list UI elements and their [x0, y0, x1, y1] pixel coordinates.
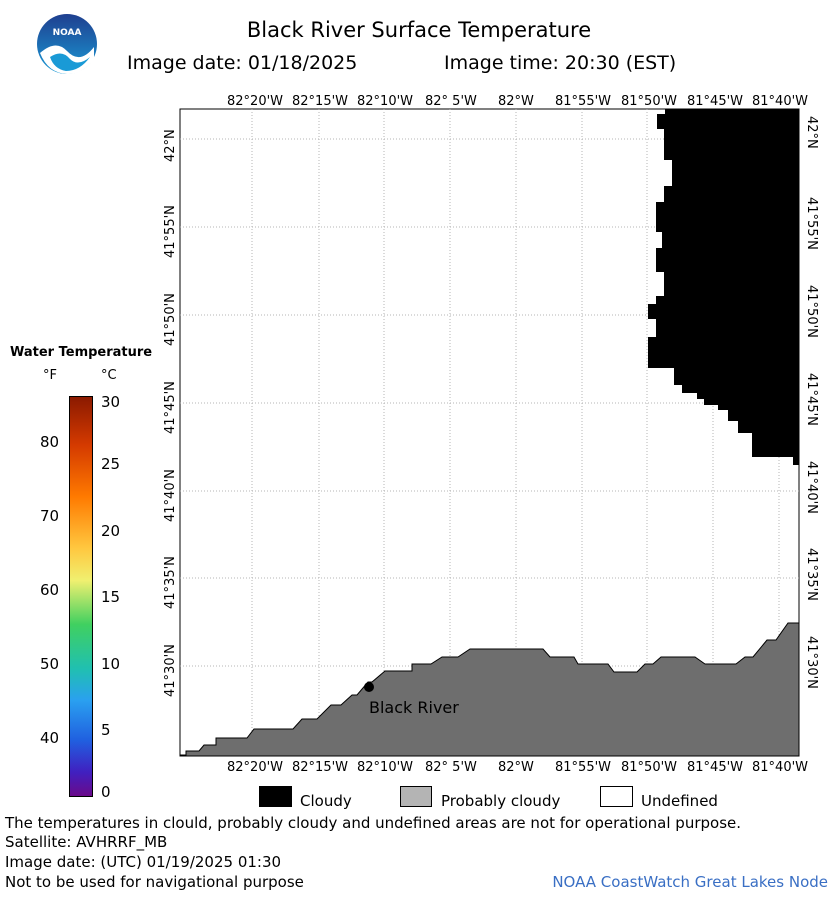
- legend-tick-c: 0: [101, 783, 111, 801]
- black-river-marker: [364, 682, 374, 692]
- disclaimer-text: The temperatures in clould, probably clo…: [5, 814, 742, 832]
- lon-label-bottom: 82°W: [498, 760, 534, 775]
- cloud-area: [648, 109, 799, 465]
- nav-warning-text: Not to be used for navigational purpose: [5, 873, 304, 891]
- image-date: Image date: 01/18/2025: [127, 52, 358, 74]
- place-label: Black River: [369, 698, 459, 717]
- lon-label-top: 81°45'W: [687, 94, 744, 109]
- legend-tick-c: 25: [101, 455, 121, 473]
- legend-unit-c: °C: [101, 368, 117, 383]
- cloudy-label: Cloudy: [300, 792, 352, 810]
- lon-label-top: 81°55'W: [555, 94, 612, 109]
- lon-label-top: 82° 5'W: [425, 94, 477, 109]
- legend-tick-c: 30: [101, 393, 121, 411]
- lat-label-right: 41°55'N: [804, 197, 819, 250]
- legend-tick-c: 15: [101, 588, 121, 606]
- lon-label-bottom: 81°50'W: [621, 760, 678, 775]
- lat-label-right: 42°N: [804, 116, 819, 149]
- lat-label-left: 41°30'N: [163, 644, 178, 697]
- satellite-text: Satellite: AVHRRF_MB: [5, 833, 168, 851]
- logo-text: NOAA: [53, 28, 82, 38]
- lon-label-bottom: 81°55'W: [555, 760, 612, 775]
- legend-tick-f: 70: [40, 507, 60, 525]
- credit-text: NOAA CoastWatch Great Lakes Node: [552, 873, 828, 891]
- temperature-color-bar: [69, 396, 93, 797]
- undefined-swatch: [600, 786, 633, 807]
- legend-tick-f: 40: [40, 729, 60, 747]
- page-title: Black River Surface Temperature: [246, 18, 592, 42]
- lat-label-right: 41°50'N: [804, 285, 819, 338]
- legend-tick-f: 60: [40, 581, 60, 599]
- lat-label-right: 41°45'N: [804, 373, 819, 426]
- land-area: [180, 622, 800, 757]
- lon-label-bottom: 82°20'W: [227, 760, 284, 775]
- legend-tick-f: 50: [40, 655, 60, 673]
- lat-label-right: 41°40'N: [804, 461, 819, 514]
- legend-tick-f: 80: [40, 433, 60, 451]
- lat-label-left: 41°40'N: [163, 469, 178, 522]
- lon-label-top: 81°50'W: [621, 94, 678, 109]
- lon-label-top: 81°40'W: [752, 94, 809, 109]
- image-time: Image time: 20:30 (EST): [444, 52, 677, 74]
- lon-label-bottom: 82°10'W: [357, 760, 414, 775]
- lon-label-bottom: 82° 5'W: [425, 760, 477, 775]
- legend-tick-c: 20: [101, 522, 121, 540]
- probably-cloudy-label: Probably cloudy: [441, 792, 561, 810]
- lat-label-left: 41°50'N: [163, 293, 178, 346]
- lat-label-left: 41°45'N: [163, 381, 178, 434]
- lon-label-top: 82°20'W: [227, 94, 284, 109]
- lat-label-left: 42°N: [163, 129, 178, 162]
- probably-cloudy-swatch: [400, 786, 432, 807]
- lon-label-bottom: 82°15'W: [292, 760, 349, 775]
- lon-label-bottom: 81°45'W: [687, 760, 744, 775]
- cloudy-swatch: [259, 786, 292, 807]
- lon-label-top: 82°15'W: [292, 94, 349, 109]
- lat-label-right: 41°30'N: [804, 636, 819, 689]
- legend-title: Water Temperature: [10, 345, 153, 360]
- noaa-logo: NOAA: [37, 14, 97, 75]
- legend-unit-f: °F: [43, 368, 57, 383]
- legend-tick-c: 10: [101, 655, 121, 673]
- lat-label-right: 41°35'N: [804, 548, 819, 601]
- legend-tick-c: 5: [101, 721, 111, 739]
- undefined-label: Undefined: [641, 792, 718, 810]
- lon-label-top: 82°10'W: [357, 94, 414, 109]
- lon-label-bottom: 81°40'W: [752, 760, 809, 775]
- utc-date-text: Image date: (UTC) 01/19/2025 01:30: [5, 853, 282, 871]
- lat-label-left: 41°55'N: [163, 205, 178, 258]
- lon-label-top: 82°W: [498, 94, 534, 109]
- lat-label-left: 41°35'N: [163, 556, 178, 609]
